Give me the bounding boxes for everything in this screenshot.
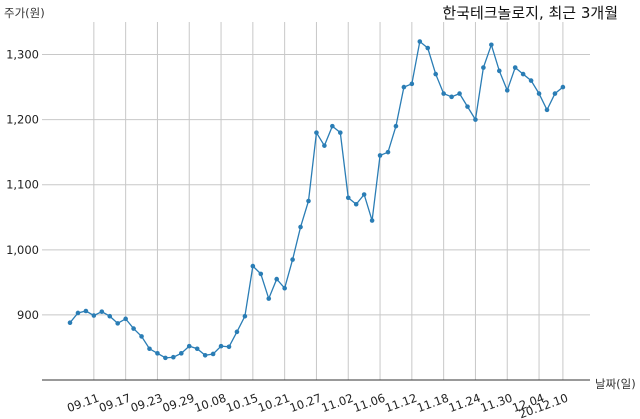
x-tick-label: 09.23 [129, 391, 165, 415]
data-point [218, 343, 224, 349]
x-tick-label: 11.06 [351, 391, 387, 415]
x-tick-label: 11.18 [415, 391, 451, 415]
data-point [338, 130, 343, 135]
x-tick-label: 11.30 [479, 391, 515, 415]
x-tick-label: 09.17 [97, 391, 133, 415]
data-point [282, 285, 287, 291]
data-point [369, 218, 375, 223]
data-point [393, 123, 399, 129]
data-point [147, 346, 152, 352]
x-tick-label: 09.11 [65, 391, 101, 415]
x-tick-label: 09.29 [161, 391, 197, 415]
data-point [457, 91, 462, 96]
x-tick-label: 10.27 [288, 391, 324, 415]
data-point [552, 91, 558, 96]
data-point [99, 309, 105, 314]
data-point [290, 257, 295, 262]
data-point [409, 81, 415, 87]
data-point [298, 224, 303, 230]
x-tick-label: 11.12 [383, 391, 419, 415]
data-point [314, 130, 319, 135]
data-point [449, 94, 454, 100]
data-point [107, 313, 113, 319]
data-point [155, 351, 160, 356]
data-point [234, 329, 240, 335]
data-point [258, 271, 264, 277]
y-tick-label: 1,300 [6, 48, 39, 62]
x-tick-label: 10.15 [224, 391, 260, 415]
data-point [330, 123, 335, 129]
data-point [322, 143, 327, 148]
y-tick-label: 900 [17, 308, 39, 322]
data-point [345, 195, 351, 201]
data-point [417, 39, 423, 44]
data-point [194, 346, 200, 352]
data-point [536, 91, 542, 96]
data-point [385, 149, 391, 155]
data-point [433, 71, 439, 77]
data-point [75, 310, 81, 316]
data-point [504, 88, 510, 93]
x-tick-label: 11.24 [447, 391, 483, 415]
data-point [544, 107, 550, 113]
data-point [91, 313, 97, 318]
data-point [520, 71, 526, 77]
data-point [242, 313, 248, 319]
x-axis-title: 날짜(일) [595, 377, 636, 391]
data-point [210, 351, 216, 357]
series-layer [67, 39, 566, 361]
data-point [123, 316, 128, 322]
data-point [401, 84, 407, 90]
data-point [512, 65, 518, 70]
x-tick-label: 11.02 [320, 391, 356, 415]
data-point [115, 321, 120, 326]
data-point [560, 84, 566, 90]
data-point [163, 355, 168, 361]
y-tick-label: 1,200 [6, 113, 39, 127]
x-tick-label: 10.08 [192, 391, 228, 415]
data-point [250, 263, 256, 269]
x-tick-label: 10.21 [256, 391, 292, 415]
chart-title: 한국테크놀로지, 최근 3개월 [442, 4, 618, 22]
data-point [481, 65, 486, 70]
data-point [528, 78, 534, 83]
data-point [83, 308, 89, 314]
data-point [473, 117, 478, 122]
data-point [171, 354, 176, 360]
data-point [425, 45, 431, 51]
data-point [274, 276, 280, 282]
y-tick-label: 1,000 [6, 243, 39, 257]
grid-layer [42, 22, 590, 380]
x-tick-label: 20.12.10 [517, 391, 570, 419]
data-point [489, 42, 494, 48]
y-tick-label: 1,100 [6, 178, 39, 192]
data-point [139, 334, 144, 339]
data-point [67, 320, 73, 326]
data-point [306, 198, 311, 204]
data-point [179, 351, 184, 356]
data-point [465, 104, 470, 109]
data-point [377, 153, 383, 158]
data-point [202, 352, 208, 358]
y-axis-title: 주가(원) [4, 6, 45, 20]
label-layer: 900 1,000 1,100 1,200 1,300 09.1109.1709.2309… [6, 48, 570, 419]
data-point [266, 296, 272, 301]
data-point [353, 201, 359, 207]
data-point [497, 68, 502, 74]
data-point [226, 344, 232, 350]
data-point [131, 326, 136, 331]
data-point [441, 91, 446, 96]
data-point [361, 192, 367, 197]
data-point [186, 343, 192, 349]
